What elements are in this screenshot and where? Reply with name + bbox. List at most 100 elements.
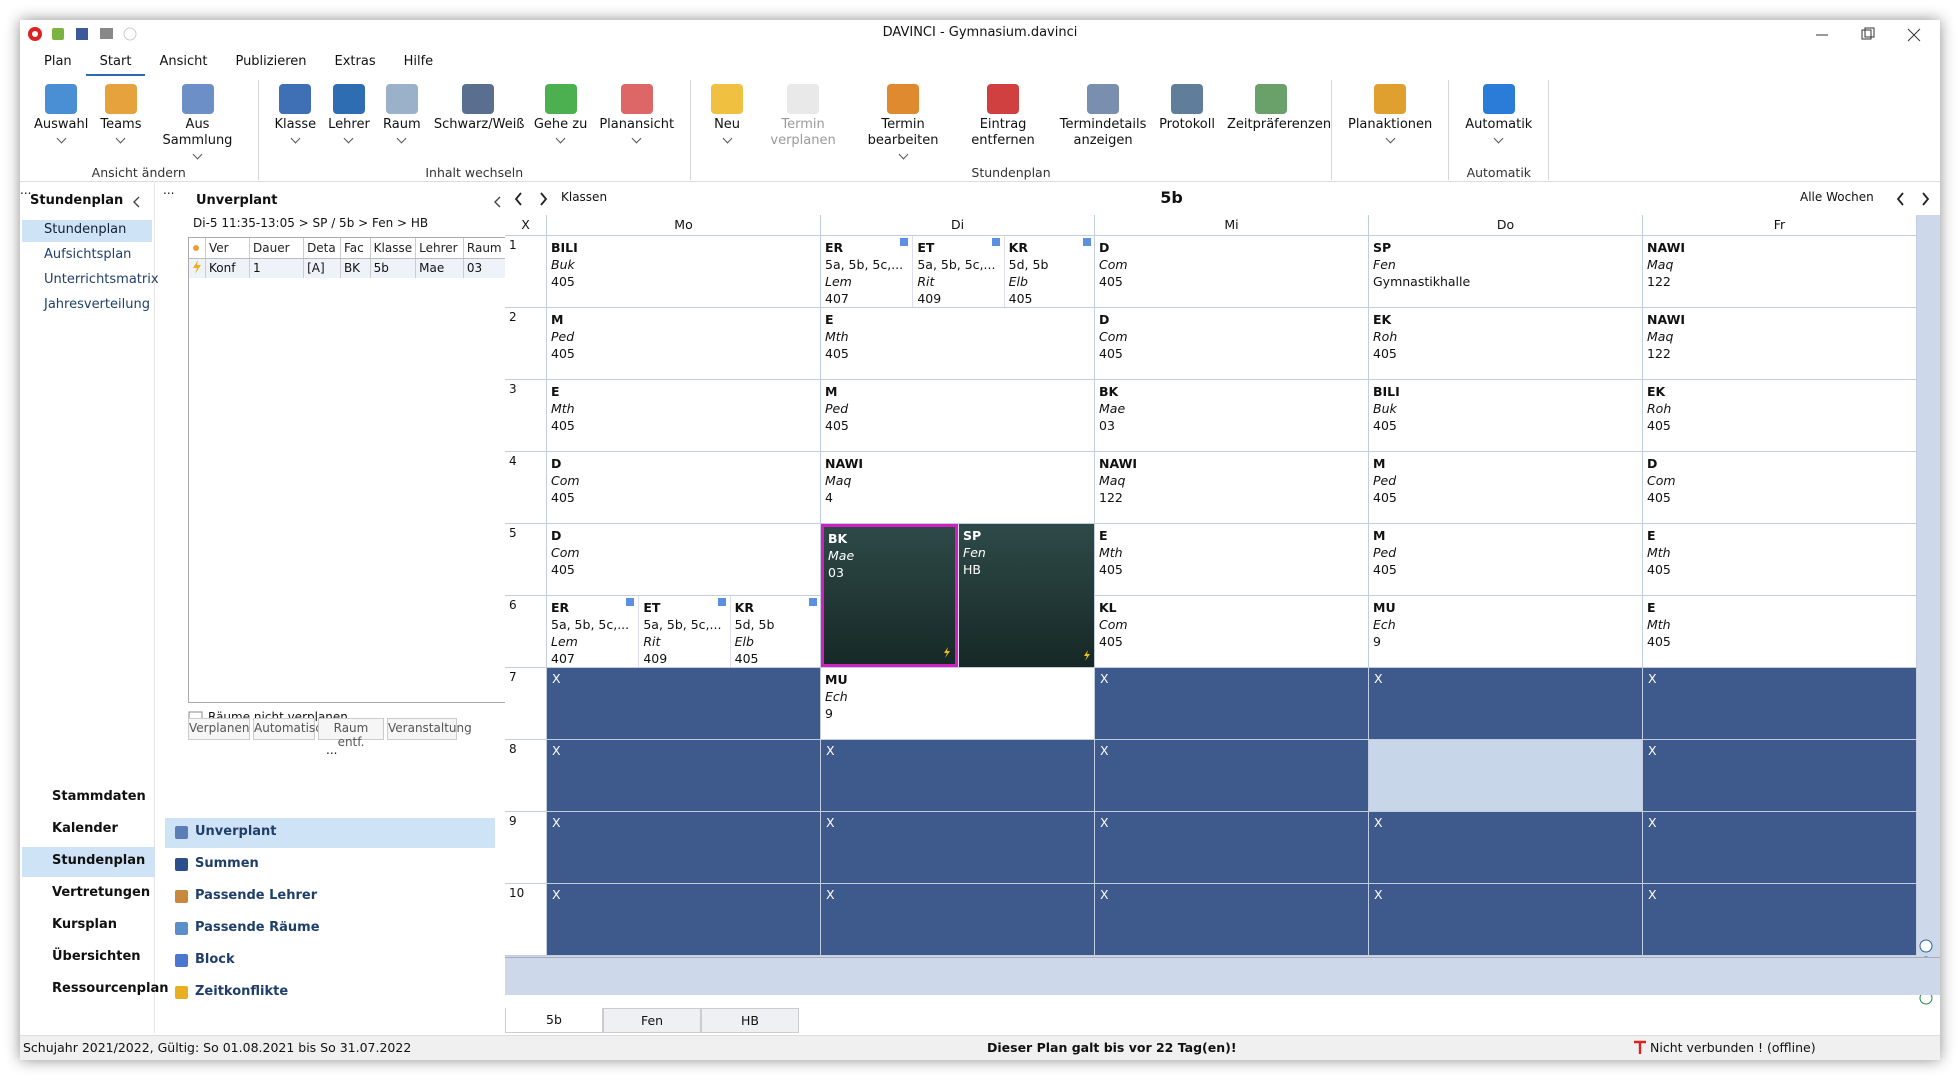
button-label: Zeitpräferenzen xyxy=(1226,117,1332,132)
lesson-entry[interactable]: BK Mae 03 xyxy=(821,524,958,667)
window-controls[interactable] xyxy=(1810,26,1930,44)
lesson-entry[interactable]: NAWI Maq 122 xyxy=(1643,308,1916,379)
collapse-icon[interactable] xyxy=(132,196,142,208)
plan-tab[interactable]: 5b xyxy=(505,1008,603,1033)
ribbon-group: Auswahl Teams Aus Sammlung Ansicht ändern xyxy=(20,80,259,180)
ribbon-button[interactable]: Neu xyxy=(701,80,753,180)
lesson-entry[interactable]: M Ped 405 xyxy=(821,380,1094,451)
nav-arrows[interactable] xyxy=(513,191,553,207)
lesson-entry[interactable]: EK Roh 405 xyxy=(1643,380,1916,451)
ribbon-button[interactable]: Termin bearbeiten xyxy=(853,80,953,180)
lesson-entry[interactable]: NAWI Maq 4 xyxy=(821,452,1094,523)
lesson-entry[interactable]: MU Ech 9 xyxy=(1369,596,1642,667)
lesson-entry[interactable]: BILI Buk 405 xyxy=(1369,380,1642,451)
nav-item[interactable]: Jahresverteilung xyxy=(44,297,150,312)
lesson-entry[interactable]: ER 5a, 5b, 5c,... Lem 407 xyxy=(547,596,638,667)
window-title: DAVINCI - Gymnasium.davinci xyxy=(882,25,1078,40)
lesson-cell: NAWI Maq 122 xyxy=(1643,236,1917,308)
nav-item[interactable]: Aufsichtsplan xyxy=(44,247,132,262)
ribbon-button[interactable]: Gehe zu xyxy=(528,80,594,180)
lesson-entry[interactable]: D Com 405 xyxy=(1095,236,1368,307)
ribbon-button[interactable]: Termindetails anzeigen xyxy=(1053,80,1153,180)
lesson-entry[interactable]: D Com 405 xyxy=(547,452,820,523)
lesson-entry[interactable]: E Mth 405 xyxy=(1095,524,1368,595)
table-row[interactable]: Konf 1 [A] BK 5b Mae 03 xyxy=(189,258,517,278)
menu-tab[interactable]: Hilfe xyxy=(403,54,434,69)
view-item[interactable]: Passende Räume xyxy=(165,914,495,944)
ribbon-button[interactable]: Teams xyxy=(94,80,147,180)
module-nav[interactable]: Stundenplan xyxy=(22,847,155,877)
ribbon-button[interactable]: Aus Sammlung xyxy=(148,80,248,180)
module-nav[interactable]: Ressourcenplan xyxy=(52,981,169,996)
lesson-entry[interactable]: SP Fen HB xyxy=(958,524,1094,667)
module-nav[interactable]: Stammdaten xyxy=(52,789,146,804)
menu-tab[interactable]: Ansicht xyxy=(159,54,208,69)
action-button[interactable]: Raum entf. xyxy=(318,718,384,749)
ribbon-button[interactable]: Planaktionen xyxy=(1342,80,1438,180)
ribbon-button[interactable]: Schwarz/Weiß xyxy=(428,80,528,180)
view-item[interactable]: Unverplant xyxy=(165,818,495,848)
collapse-icon[interactable] xyxy=(493,196,503,208)
action-button[interactable]: Automatisch xyxy=(253,718,329,740)
lesson-entry[interactable]: MU Ech 9 xyxy=(821,668,1094,739)
plan-tab[interactable]: Fen xyxy=(603,1008,701,1033)
view-item[interactable]: Block xyxy=(165,946,495,976)
lesson-entry[interactable]: E Mth 405 xyxy=(1643,596,1916,667)
ribbon-button[interactable]: Planansicht xyxy=(593,80,680,180)
ribbon-button[interactable]: Termin verplanen xyxy=(753,80,853,180)
button-label: Auswahl xyxy=(34,117,89,132)
lesson-entry[interactable]: ET 5a, 5b, 5c,... Rit 409 xyxy=(638,596,729,667)
action-button[interactable]: Verplanen xyxy=(188,718,250,740)
lesson-entry[interactable]: M Ped 405 xyxy=(1369,524,1642,595)
view-item[interactable]: Passende Lehrer xyxy=(165,882,495,912)
module-nav[interactable]: Kalender xyxy=(52,821,118,836)
action-button[interactable]: Veranstaltung xyxy=(387,718,472,740)
lesson-cell: MU Ech 9 xyxy=(821,668,1095,740)
lesson-entry[interactable]: NAWI Maq 122 xyxy=(1643,236,1916,307)
week-arrows[interactable] xyxy=(1895,191,1935,207)
lesson-entry[interactable]: ER 5a, 5b, 5c,... Lem 407 xyxy=(821,236,912,307)
lesson-entry[interactable]: EK Roh 405 xyxy=(1369,308,1642,379)
view-item[interactable]: Zeitkonflikte xyxy=(165,978,495,1008)
lesson-entry[interactable]: M Ped 405 xyxy=(547,308,820,379)
lesson-entry[interactable]: ET 5a, 5b, 5c,... Rit 409 xyxy=(912,236,1003,307)
button-label: Protokoll xyxy=(1159,117,1215,132)
module-nav[interactable]: Vertretungen xyxy=(52,885,151,900)
ribbon-button[interactable]: Automatik xyxy=(1459,80,1538,180)
lesson-entry[interactable]: M Ped 405 xyxy=(1369,452,1642,523)
lesson-entry[interactable]: NAWI Maq 122 xyxy=(1095,452,1368,523)
subject: ER xyxy=(551,600,570,615)
plan-tab[interactable]: HB xyxy=(701,1008,799,1033)
ribbon-button[interactable]: Zeitpräferenzen xyxy=(1221,80,1332,180)
group-label: Inhalt wechseln xyxy=(425,165,524,180)
lesson-entry[interactable]: KR 5d, 5b Elb 405 xyxy=(729,596,820,667)
lesson-entry[interactable]: BILI Buk 405 xyxy=(547,236,820,307)
lesson-entry[interactable]: SP Fen Gymnastikhalle xyxy=(1369,236,1642,307)
module-nav[interactable]: Kursplan xyxy=(52,917,118,932)
ribbon-button[interactable]: Protokoll xyxy=(1153,80,1221,180)
view-item[interactable]: Summen xyxy=(165,850,495,880)
ribbon-button[interactable]: Raum xyxy=(376,80,428,180)
teacher: Com xyxy=(1099,329,1128,344)
ribbon-button[interactable]: Klasse xyxy=(269,80,323,180)
lesson-entry[interactable]: E Mth 405 xyxy=(547,380,820,451)
lesson-entry[interactable]: D Com 405 xyxy=(1643,452,1916,523)
menu-tab[interactable]: Start xyxy=(85,52,146,76)
ribbon-button[interactable]: Auswahl xyxy=(28,80,94,180)
lesson-entry[interactable]: E Mth 405 xyxy=(1643,524,1916,595)
lesson-entry[interactable]: KR 5d, 5b Elb 405 xyxy=(1003,236,1094,307)
lesson-entry[interactable]: D Com 405 xyxy=(1095,308,1368,379)
menu-tab[interactable]: Publizieren xyxy=(235,54,307,69)
menu-tab[interactable]: Plan xyxy=(44,54,72,69)
subject: BILI xyxy=(551,240,578,255)
ribbon-button[interactable]: Eintrag entfernen xyxy=(953,80,1053,180)
lesson-entry[interactable]: E Mth 405 xyxy=(821,308,1094,379)
lesson-entry[interactable]: D Com 405 xyxy=(547,524,820,595)
nav-item[interactable]: Stundenplan xyxy=(22,220,152,242)
nav-item[interactable]: Unterrichtsmatrix xyxy=(44,272,159,287)
module-nav[interactable]: Übersichten xyxy=(52,949,141,964)
lesson-entry[interactable]: KL Com 405 xyxy=(1095,596,1368,667)
ribbon-button[interactable]: Lehrer xyxy=(322,80,376,180)
menu-tab[interactable]: Extras xyxy=(334,54,376,69)
lesson-entry[interactable]: BK Mae 03 xyxy=(1095,380,1368,451)
